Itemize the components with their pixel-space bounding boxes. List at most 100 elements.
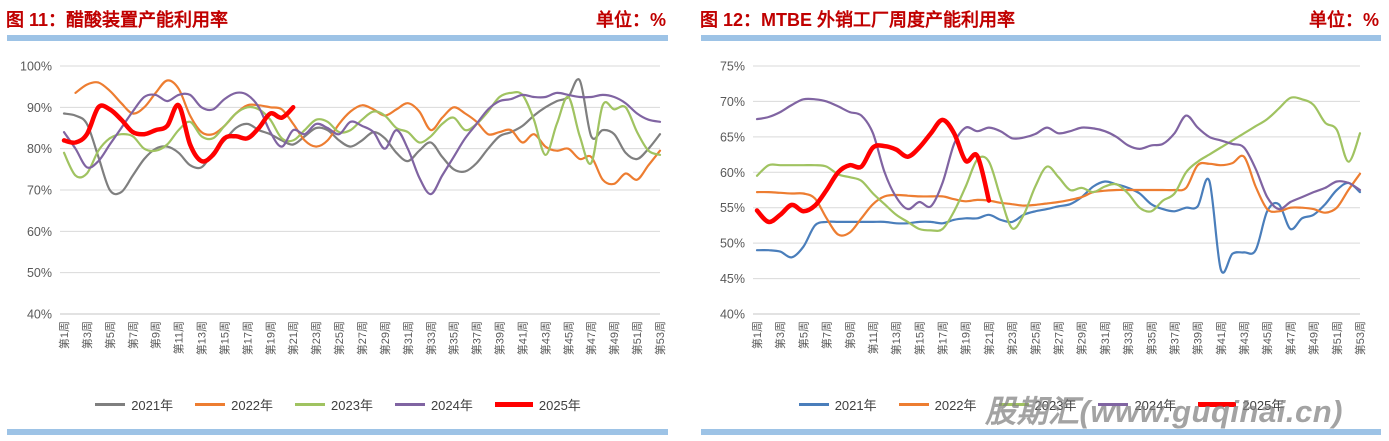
legend-line-swatch bbox=[998, 402, 1029, 406]
y-axis-tick-label: 50% bbox=[27, 266, 52, 280]
y-axis-tick-label: 90% bbox=[27, 101, 52, 115]
x-axis-tick-label: 第9周 bbox=[149, 321, 163, 349]
x-axis-tick-label: 第53周 bbox=[653, 321, 667, 355]
y-axis-tick-label: 60% bbox=[27, 225, 52, 239]
x-axis-tick-label: 第23周 bbox=[1005, 321, 1019, 355]
x-axis-tick-label: 第41周 bbox=[516, 321, 530, 355]
legend-item-2021年: 2021年 bbox=[798, 395, 877, 414]
y-axis-tick-label: 40% bbox=[720, 308, 745, 322]
y-axis-tick-label: 70% bbox=[27, 184, 52, 198]
legend-label: 2023年 bbox=[331, 397, 373, 413]
legend-line-swatch bbox=[1098, 402, 1129, 406]
x-axis-tick-label: 第37周 bbox=[470, 321, 484, 355]
legend-item-2024年: 2024年 bbox=[1098, 395, 1176, 414]
legend-label: 2021年 bbox=[131, 397, 174, 413]
x-axis-tick-label: 第25周 bbox=[332, 321, 346, 355]
x-axis-tick-label: 第33周 bbox=[1121, 321, 1135, 355]
x-axis-tick-label: 第45周 bbox=[561, 321, 575, 355]
series-line-2025年 bbox=[61, 102, 296, 164]
x-axis-tick-label: 第29周 bbox=[1075, 321, 1089, 355]
series-line-2024年 bbox=[755, 97, 1362, 211]
y-axis-tick-label: 40% bbox=[27, 308, 52, 322]
x-axis-tick-label: 第3周 bbox=[773, 321, 787, 349]
x-axis-tick-label: 第5周 bbox=[103, 321, 117, 349]
series-line-2023年 bbox=[755, 96, 1362, 232]
figure-11-title: 图 11：醋酸装置产能利用率 bbox=[6, 10, 229, 30]
x-axis-tick-label: 第15周 bbox=[912, 321, 926, 355]
y-axis-tick-label: 70% bbox=[720, 95, 745, 109]
figure-12-title-underline-bar bbox=[701, 35, 1381, 41]
figure-11-panel: 图 11：醋酸装置产能利用率 单位：% 100% 90% 80% 70% 60% 50% 4… bbox=[0, 0, 676, 441]
figure-12-title: 图 12：MTBE 外销工厂周度产能利用率 bbox=[700, 10, 1016, 30]
figure-11-title-row: 图 11：醋酸装置产能利用率 单位：% bbox=[0, 0, 676, 32]
x-axis-tick-label: 第31周 bbox=[401, 321, 415, 355]
x-axis-tick-label: 第13周 bbox=[889, 321, 903, 355]
x-axis-tick-label: 第17周 bbox=[240, 321, 254, 355]
watermark: 股期汇(www.guqihai.cn) bbox=[985, 394, 1343, 429]
x-axis-tick-label: 第15周 bbox=[218, 321, 232, 355]
x-axis-tick-label: 第43周 bbox=[1237, 321, 1251, 355]
x-axis-tick-label: 第37周 bbox=[1168, 321, 1182, 355]
legend-item-2021年: 2021年 bbox=[95, 395, 173, 414]
x-axis-tick-label: 第51周 bbox=[630, 321, 644, 355]
legend-label: 2022年 bbox=[231, 397, 274, 413]
y-axis-tick-label: 55% bbox=[720, 201, 745, 215]
x-axis-tick-label: 第17周 bbox=[936, 321, 950, 355]
legend-item-2022年: 2022年 bbox=[195, 395, 273, 414]
legend-item-2022年: 2022年 bbox=[898, 395, 977, 414]
x-axis-tick-label: 第25周 bbox=[1028, 321, 1042, 355]
legend-item-2024年: 2024年 bbox=[394, 395, 473, 414]
figure-12-bottom-bar bbox=[701, 429, 1381, 435]
x-axis-tick-label: 第9周 bbox=[843, 321, 857, 349]
x-axis-tick-label: 第53周 bbox=[1353, 321, 1367, 355]
x-axis-tick-label: 第3周 bbox=[80, 321, 94, 349]
figure-11-unit-label: 单位：% bbox=[595, 10, 666, 30]
x-axis-tick-label: 第47周 bbox=[1283, 321, 1297, 355]
legend-label: 2022年 bbox=[934, 397, 977, 413]
x-axis-tick-label: 第11周 bbox=[172, 321, 186, 354]
y-axis-tick-label: 50% bbox=[720, 237, 745, 251]
x-axis-tick-label: 第49周 bbox=[607, 321, 621, 355]
x-axis-tick-label: 第13周 bbox=[195, 321, 209, 355]
x-axis-tick-label: 第5周 bbox=[796, 321, 810, 349]
series-line-2022年 bbox=[755, 154, 1362, 237]
x-axis-tick-label: 第39周 bbox=[1191, 321, 1205, 355]
mtbe-utilization-chart: 75%70%65%60%55%50%45%40%第1周 第3周 第5周 第7周 第9周第… bbox=[720, 60, 1367, 356]
series-line-2024年 bbox=[62, 91, 662, 196]
y-axis-tick-label: 65% bbox=[720, 130, 745, 144]
legend-line-swatch bbox=[494, 401, 533, 407]
x-axis-tick-label: 第33周 bbox=[424, 321, 438, 355]
figure-11-legend: 2021年 2022年 2023年 2024年 2025年 bbox=[0, 392, 676, 416]
legend-label: 2025年 bbox=[538, 397, 581, 413]
x-axis-tick-label: 第7周 bbox=[820, 321, 834, 349]
x-axis-tick-label: 第27周 bbox=[1052, 321, 1066, 355]
x-axis-tick-label: 第21周 bbox=[286, 321, 300, 355]
legend-item-2023年: 2023年 bbox=[998, 395, 1077, 414]
x-axis-tick-label: 第45周 bbox=[1260, 321, 1274, 355]
legend-label: 2023年 bbox=[1034, 397, 1077, 413]
legend-line-swatch bbox=[195, 402, 226, 406]
figure-12-title-row: 图 12：MTBE 外销工厂周度产能利用率 单位：% bbox=[694, 0, 1389, 32]
x-axis-tick-label: 第7周 bbox=[126, 321, 140, 349]
x-axis-tick-label: 第35周 bbox=[447, 321, 461, 355]
x-axis-tick-label: 第51周 bbox=[1330, 321, 1344, 355]
x-axis-tick-label: 第39周 bbox=[493, 321, 507, 355]
figure-12-unit-label: 单位：% bbox=[1308, 10, 1379, 30]
series-line-2022年 bbox=[74, 79, 662, 186]
legend-line-swatch bbox=[394, 402, 425, 406]
x-axis-tick-label: 第35周 bbox=[1144, 321, 1158, 355]
figure-12-panel: 图 12：MTBE 外销工厂周度产能利用率 单位：% 75% 70% 65% 60% 5… bbox=[694, 0, 1389, 441]
series-line-2023年 bbox=[62, 91, 662, 179]
figure-11-bottom-bar bbox=[7, 429, 668, 435]
x-axis-tick-label: 第29周 bbox=[378, 321, 392, 355]
x-axis-tick-label: 第47周 bbox=[584, 321, 598, 355]
legend-item-2023年: 2023年 bbox=[295, 395, 373, 414]
y-axis-tick-label: 75% bbox=[720, 60, 745, 74]
series-line-2025年 bbox=[754, 117, 992, 225]
figure-12-legend: 2021年 2022年 2023年 2024年 2025年 bbox=[694, 392, 1389, 416]
legend-line-swatch bbox=[798, 402, 829, 406]
acetic-acid-utilization-chart: 100% 90% 80% 70% 60% 50% 40% 第1周 第3周 第5周 第7周 第9周 第11… bbox=[20, 60, 667, 356]
legend-line-swatch bbox=[295, 402, 326, 406]
x-axis-tick-label: 第1周 bbox=[750, 321, 764, 349]
